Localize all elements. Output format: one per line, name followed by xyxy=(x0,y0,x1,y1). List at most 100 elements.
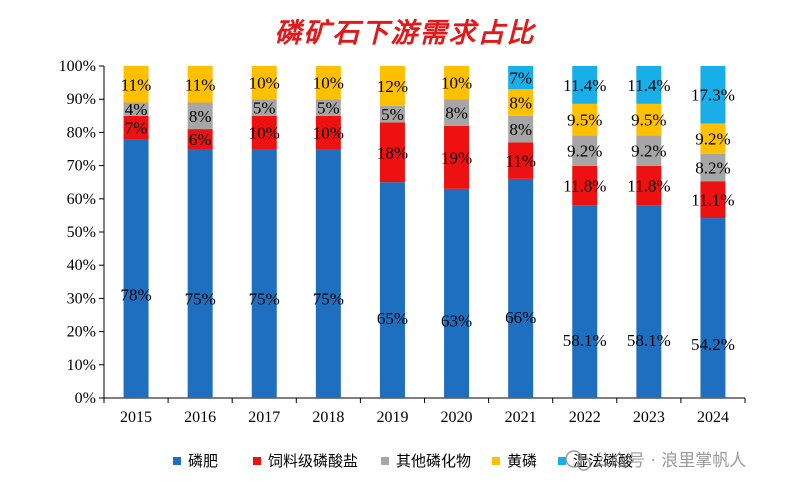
x-axis: 2015 2016 2017 2018 2019 2020 2021 2022 2023 2024 xyxy=(103,397,746,426)
bar-segment xyxy=(700,181,726,219)
data-label: 7% xyxy=(125,118,148,137)
bar-segment xyxy=(636,135,662,166)
bars-group xyxy=(123,66,726,399)
x-tick-label: 2015 xyxy=(120,409,152,426)
bar-segment xyxy=(700,123,726,154)
data-label: 9.2% xyxy=(567,142,602,161)
data-label: 17.3% xyxy=(691,86,735,105)
bar-segment xyxy=(572,165,598,206)
data-label: 10% xyxy=(441,74,472,93)
legend-label: 饲料级磷酸盐 xyxy=(268,452,358,470)
bar-segment xyxy=(251,99,277,116)
x-tick-label: 2023 xyxy=(633,409,665,426)
bar-segment xyxy=(187,66,213,103)
x-tick-label: 2022 xyxy=(569,409,601,426)
x-tick-label: 2017 xyxy=(248,409,280,426)
data-label: 6% xyxy=(189,130,212,149)
bar-segment xyxy=(251,115,277,149)
legend-swatch xyxy=(381,457,389,465)
bar-segment xyxy=(636,66,662,104)
data-label: 18% xyxy=(377,143,408,162)
data-label: 5% xyxy=(253,99,276,118)
bar-segment xyxy=(379,105,405,123)
data-label: 10% xyxy=(313,123,344,142)
data-label: 9.2% xyxy=(631,142,666,161)
y-tick-label: 100% xyxy=(59,58,96,75)
data-label: 11.4% xyxy=(563,76,606,95)
bar-segment xyxy=(444,125,470,189)
legend-label: 湿法磷酸 xyxy=(573,452,633,470)
bar-segment xyxy=(508,89,534,116)
data-label: 9.2% xyxy=(695,130,730,149)
y-tick-label: 30% xyxy=(67,290,96,307)
bar-segment xyxy=(315,149,341,398)
y-tick-label: 50% xyxy=(67,224,96,241)
data-label: 9.5% xyxy=(631,111,666,130)
x-tick-label: 2024 xyxy=(697,409,729,426)
y-tick-label: 60% xyxy=(67,191,96,208)
x-tick-label: 2016 xyxy=(184,409,216,426)
legend-label: 其他磷化物 xyxy=(396,452,471,470)
bar-segment xyxy=(187,129,213,149)
bar-segment xyxy=(251,66,277,100)
bar-segment xyxy=(508,66,534,90)
data-label: 11.4% xyxy=(627,76,670,95)
data-label: 58.1% xyxy=(563,331,607,350)
data-label: 11.8% xyxy=(563,177,606,196)
bar-segment xyxy=(315,99,341,116)
bar-segment xyxy=(700,218,726,398)
data-label: 11.8% xyxy=(627,177,670,196)
watermark: 公众号 · 浪里掌帆人 xyxy=(565,450,746,471)
data-label: 8% xyxy=(509,94,532,113)
data-label: 10% xyxy=(313,74,344,93)
legend-swatch xyxy=(492,457,500,465)
data-label: 54.2% xyxy=(691,335,735,354)
legend-label: 磷肥 xyxy=(188,452,218,470)
y-tick-label: 0% xyxy=(75,390,96,407)
data-label: 65% xyxy=(377,309,408,328)
data-label: 5% xyxy=(317,99,340,118)
bar-segment xyxy=(315,115,341,149)
data-label: 11.1% xyxy=(691,191,734,210)
data-label: 8.2% xyxy=(695,159,730,178)
bar-segment xyxy=(379,66,405,106)
legend: 磷肥 饲料级磷酸盐 其他磷化物 黄磷 湿法磷酸 xyxy=(173,452,633,470)
wechat-icon xyxy=(565,450,591,471)
data-label: 11% xyxy=(185,75,216,94)
data-label: 11% xyxy=(505,152,536,171)
data-label: 8% xyxy=(445,103,468,122)
bar-segment xyxy=(251,149,277,398)
y-axis: 0% 10% 20% 30% 40% 50% 60% 70% 80% 90% 100% xyxy=(59,58,105,407)
data-label: 75% xyxy=(313,289,344,308)
bar-segment xyxy=(123,115,149,140)
bar-segment xyxy=(636,103,662,136)
y-tick-label: 20% xyxy=(67,324,96,341)
bar-segment xyxy=(315,66,341,100)
bar-segment xyxy=(572,205,598,398)
data-label: 75% xyxy=(185,289,216,308)
bar-segment xyxy=(508,142,534,179)
data-label: 10% xyxy=(249,123,280,142)
x-tick-label: 2019 xyxy=(376,409,408,426)
bar-segment xyxy=(123,102,149,116)
data-label: 7% xyxy=(509,69,532,88)
y-tick-label: 10% xyxy=(67,357,96,374)
bar-segment xyxy=(187,149,213,398)
data-label: 19% xyxy=(441,148,472,167)
data-label: 8% xyxy=(189,107,212,126)
data-label: 66% xyxy=(505,308,536,327)
bar-segment xyxy=(572,66,598,104)
bar-segment xyxy=(123,139,149,399)
data-label: 5% xyxy=(381,105,404,124)
bar-segment xyxy=(636,205,662,398)
bar-segment xyxy=(636,165,662,206)
data-label: 63% xyxy=(441,312,472,331)
y-tick-label: 80% xyxy=(67,124,96,141)
bar-segment xyxy=(187,102,213,130)
bar-segment xyxy=(379,122,405,183)
bar-segment xyxy=(379,182,405,398)
y-tick-label: 70% xyxy=(67,158,96,175)
bar-segment xyxy=(700,66,726,124)
data-labels-group: 78%7%4%11%75%6%8%11%75%10%5%10%75%10%5%1… xyxy=(120,69,734,354)
